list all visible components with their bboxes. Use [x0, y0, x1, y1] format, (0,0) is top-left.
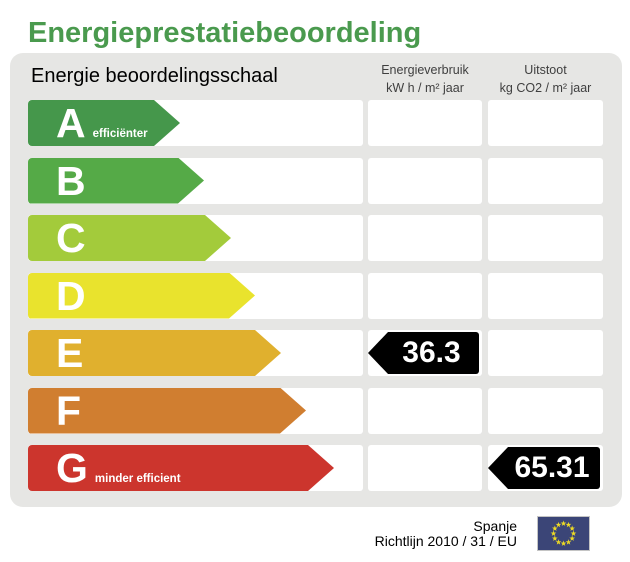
- rating-row-f: F: [10, 387, 622, 434]
- emission-value-cell: [488, 330, 603, 376]
- scale-cell: E: [28, 330, 363, 376]
- column-unit: kg CO2 / m² jaar: [499, 80, 592, 95]
- band-arrow-f: F: [28, 388, 306, 434]
- energy-value-cell: [368, 215, 482, 261]
- band-arrow-c: C: [28, 215, 231, 261]
- rating-row-d: D: [10, 272, 622, 319]
- rating-row-e: E 36.3: [10, 330, 622, 376]
- scale-cell: C: [28, 215, 363, 261]
- scale-cell: F: [28, 387, 363, 434]
- rating-row-b: B: [10, 157, 622, 204]
- band-letter: E: [56, 330, 84, 376]
- rating-rows: A efficiënter B C: [10, 100, 622, 491]
- energy-value-cell: [368, 445, 482, 491]
- scale-header: Energie beoordelingsschaal: [31, 65, 278, 87]
- emission-value-cell: [488, 387, 603, 434]
- energy-value-cell: [368, 387, 482, 434]
- band-note: minder efficient: [94, 473, 181, 485]
- energy-value-cell: [368, 272, 482, 319]
- emission-value-cell: [488, 100, 603, 146]
- band-arrow-g: G minder efficient: [28, 445, 334, 491]
- panel-header: Energie beoordelingsschaal Energieverbru…: [10, 53, 622, 100]
- energy-value-cell: 36.3: [368, 330, 482, 376]
- column-header-uitstoot: Uitstoot kg CO2 / m² jaar: [488, 53, 603, 100]
- value-arrow: 36.3: [368, 332, 479, 374]
- band-letter: G: [56, 445, 88, 491]
- energy-value-cell: [368, 157, 482, 204]
- band-note: efficiënter: [92, 128, 148, 140]
- rating-row-g: G minder efficient 65.31: [10, 445, 622, 491]
- rating-panel: Energie beoordelingsschaal Energieverbru…: [10, 53, 622, 507]
- emission-value-cell: 65.31: [488, 445, 603, 491]
- energy-value-cell: [368, 100, 482, 146]
- column-name: Uitstoot: [524, 63, 567, 77]
- value-arrow: 65.31: [488, 447, 600, 489]
- band-arrow-e: E: [28, 330, 281, 376]
- rating-row-a: A efficiënter: [10, 100, 622, 146]
- band-letter: B: [56, 157, 86, 204]
- band-letter: F: [56, 387, 82, 434]
- band-letter: A: [56, 100, 86, 146]
- emission-value-cell: [488, 157, 603, 204]
- band-arrow-d: D: [28, 273, 255, 319]
- scale-cell: B: [28, 157, 363, 204]
- scale-cell: D: [28, 272, 363, 319]
- footer: Spanje Richtlijn 2010 / 31 / EU: [375, 516, 590, 551]
- eu-flag-icon: [537, 516, 590, 551]
- rating-row-c: C: [10, 215, 622, 261]
- column-name: Energieverbruik: [381, 63, 469, 77]
- scale-cell: A efficiënter: [28, 100, 363, 146]
- band-arrow-b: B: [28, 158, 204, 204]
- country-label: Spanje: [473, 517, 517, 534]
- band-letter: C: [56, 215, 86, 261]
- column-unit: kW h / m² jaar: [386, 80, 464, 95]
- emission-value-cell: [488, 272, 603, 319]
- band-letter: D: [56, 272, 86, 319]
- column-header-energieverbruik: Energieverbruik kW h / m² jaar: [368, 53, 482, 100]
- directive-label: Richtlijn 2010 / 31 / EU: [374, 532, 517, 549]
- scale-cell: G minder efficient: [28, 445, 363, 491]
- page-title: Energieprestatiebeoordeling: [28, 17, 422, 49]
- emission-value-cell: [488, 215, 603, 261]
- footer-text: Spanje Richtlijn 2010 / 31 / EU: [374, 517, 517, 549]
- band-arrow-a: A efficiënter: [28, 100, 180, 146]
